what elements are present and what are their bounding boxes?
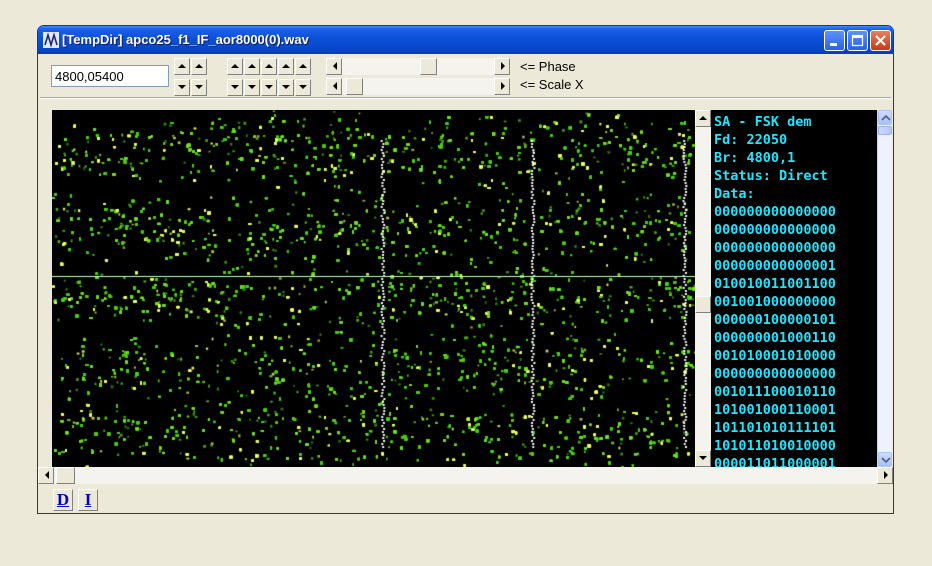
decoder-line: 101001000110001 — [714, 402, 836, 418]
down-arrow-icon — [881, 457, 891, 464]
scale-left-button[interactable] — [326, 78, 342, 95]
right-arrow-icon — [501, 62, 505, 70]
phase-label: <= Phase — [520, 59, 576, 74]
down-arrow-icon — [282, 85, 290, 89]
scale-x-slider[interactable] — [326, 78, 510, 95]
up-arrow-icon — [231, 64, 239, 68]
decoder-line: 000000000000000 — [714, 240, 836, 256]
decoder-line: 000011011000001 — [714, 456, 836, 467]
up-arrow-icon — [248, 64, 256, 68]
left-arrow-icon — [45, 471, 49, 479]
decoder-line: Status: Direct — [714, 168, 828, 184]
plot-vertical-scrollbar[interactable] — [695, 110, 711, 467]
decoder-line: 001010001010000 — [714, 348, 836, 364]
d-button[interactable]: D — [53, 489, 73, 511]
down-arrow-icon — [265, 85, 273, 89]
main-window: [TempDir] apco25_f1_IF_aor8000(0).wav 48… — [37, 25, 894, 514]
decoder-line: 001001000000000 — [714, 294, 836, 310]
phase-slider[interactable] — [326, 58, 510, 75]
plot-horizontal-scrollbar[interactable] — [38, 467, 893, 484]
spin-down-4[interactable] — [244, 79, 260, 96]
title-bar[interactable]: [TempDir] apco25_f1_IF_aor8000(0).wav — [38, 26, 893, 54]
up-arrow-icon — [195, 64, 203, 68]
down-arrow-icon — [248, 85, 256, 89]
spin-down-1[interactable] — [174, 79, 190, 96]
decoder-scroll-up-button[interactable] — [878, 110, 892, 125]
decoder-line: 101011010010000 — [714, 438, 836, 454]
minimize-icon — [830, 43, 837, 46]
decoder-scroll-thumb[interactable] — [878, 126, 892, 135]
right-arrow-icon — [884, 471, 888, 479]
toolbar-separator — [40, 97, 891, 99]
close-button[interactable] — [870, 30, 891, 51]
hscroll-left-button[interactable] — [38, 467, 54, 484]
spin-up-5[interactable] — [261, 58, 277, 75]
spin-up-6[interactable] — [278, 58, 294, 75]
spin-up-7[interactable] — [295, 58, 311, 75]
decoder-line: 101101010111101 — [714, 420, 836, 436]
spin-down-6[interactable] — [278, 79, 294, 96]
decoder-line: Br: 4800,1 — [714, 150, 796, 166]
fsk-plot-canvas — [52, 110, 695, 467]
window-title: [TempDir] apco25_f1_IF_aor8000(0).wav — [62, 32, 309, 47]
scale-right-button[interactable] — [494, 78, 510, 95]
decoder-line: SA - FSK dem — [714, 114, 812, 130]
plot-scroll-thumb[interactable] — [695, 296, 711, 313]
hscroll-right-button[interactable] — [877, 467, 893, 484]
i-button[interactable]: I — [78, 489, 98, 511]
up-arrow-icon — [178, 64, 186, 68]
scale-x-label: <= Scale X — [520, 77, 584, 92]
decoder-scroll-down-button[interactable] — [878, 452, 892, 467]
spin-down-3[interactable] — [227, 79, 243, 96]
phase-left-button[interactable] — [326, 58, 342, 75]
phase-right-button[interactable] — [494, 58, 510, 75]
decoder-line: 000000000000000 — [714, 222, 836, 238]
frequency-input[interactable]: 4800,05400 — [51, 65, 169, 87]
hscroll-thumb[interactable] — [56, 467, 75, 484]
up-arrow-icon — [881, 114, 891, 121]
down-arrow-icon — [178, 85, 186, 89]
scale-slider-thumb[interactable] — [346, 78, 364, 95]
down-arrow-icon — [231, 85, 239, 89]
down-arrow-icon — [299, 85, 307, 89]
decoder-line: 001011100010110 — [714, 384, 836, 400]
left-arrow-icon — [333, 62, 337, 70]
spin-up-1[interactable] — [174, 58, 190, 75]
spin-up-2[interactable] — [191, 58, 207, 75]
maximize-icon — [851, 34, 864, 47]
decoder-line: 000000100000101 — [714, 312, 836, 328]
decoder-line: 000000000000000 — [714, 204, 836, 220]
spin-up-4[interactable] — [244, 58, 260, 75]
up-arrow-icon — [282, 64, 290, 68]
decoder-line: 010010011001100 — [714, 276, 836, 292]
up-arrow-icon — [299, 64, 307, 68]
maximize-button[interactable] — [847, 30, 868, 51]
spin-down-2[interactable] — [191, 79, 207, 96]
plot-scroll-down-button[interactable] — [695, 450, 711, 467]
decoder-output: SA - FSK dem Fd: 22050 Br: 4800,1 Status: D… — [711, 110, 877, 467]
decoder-line: Data: — [714, 186, 755, 202]
decoder-line: Fd: 22050 — [714, 132, 788, 148]
minimize-button[interactable] — [824, 30, 845, 51]
left-arrow-icon — [333, 82, 337, 90]
decoder-line: 000000001000110 — [714, 330, 836, 346]
up-arrow-icon — [265, 64, 273, 68]
phase-slider-thumb[interactable] — [420, 58, 438, 75]
decoder-line: 000000000000001 — [714, 258, 836, 274]
spin-down-5[interactable] — [261, 79, 277, 96]
up-arrow-icon — [699, 116, 707, 120]
right-arrow-icon — [501, 82, 505, 90]
close-icon — [875, 35, 886, 46]
decoder-line: 000000000000000 — [714, 366, 836, 382]
fsk-eye-diagram — [52, 110, 695, 467]
down-arrow-icon — [699, 456, 707, 460]
app-icon — [43, 32, 59, 48]
spin-down-7[interactable] — [295, 79, 311, 96]
plot-scroll-up-button[interactable] — [695, 110, 711, 127]
down-arrow-icon — [195, 85, 203, 89]
spin-up-3[interactable] — [227, 58, 243, 75]
decoder-vertical-scrollbar[interactable] — [877, 110, 892, 467]
